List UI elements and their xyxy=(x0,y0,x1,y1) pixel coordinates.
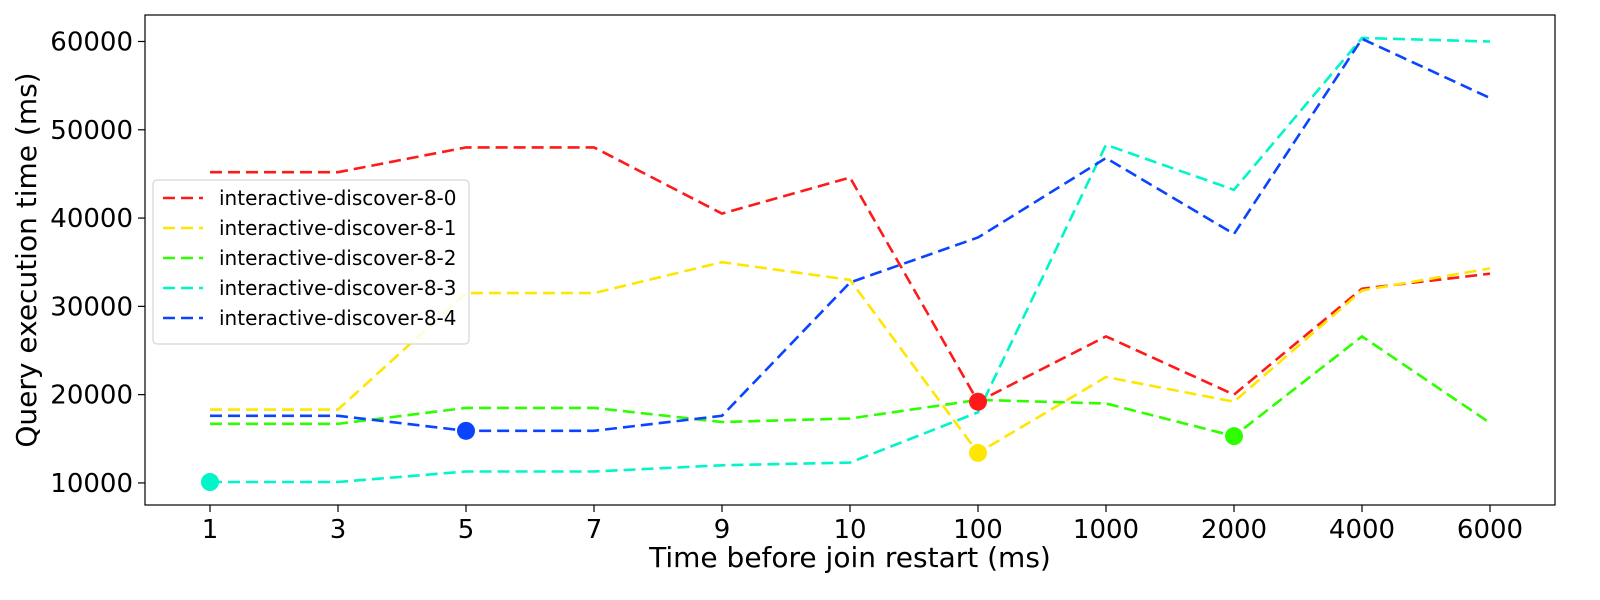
x-tick-label: 2000 xyxy=(1201,515,1267,545)
x-tick-label: 9 xyxy=(714,515,731,545)
y-tick-label: 20000 xyxy=(50,381,133,411)
legend-label-4: interactive-discover-8-4 xyxy=(219,306,456,330)
y-tick-label: 40000 xyxy=(50,204,133,234)
y-tick-label: 50000 xyxy=(50,116,133,146)
legend-label-2: interactive-discover-8-2 xyxy=(219,246,456,270)
x-tick-label: 1 xyxy=(202,515,219,545)
legend-label-3: interactive-discover-8-3 xyxy=(219,276,456,300)
x-tick-label: 3 xyxy=(330,515,347,545)
x-axis-label: Time before join restart (ms) xyxy=(648,541,1051,574)
x-tick-label: 7 xyxy=(586,515,603,545)
series-marker-1 xyxy=(969,443,987,462)
x-tick-label: 5 xyxy=(458,515,475,545)
x-tick-label: 100 xyxy=(953,515,1003,545)
legend: interactive-discover-8-0 interactive-disc… xyxy=(152,179,470,345)
series-marker-2 xyxy=(1225,427,1243,446)
legend-label-0: interactive-discover-8-0 xyxy=(219,186,456,210)
series-line-3 xyxy=(210,36,1491,484)
y-tick-label: 10000 xyxy=(50,469,133,499)
series-marker-0 xyxy=(969,392,987,411)
series-line-0 xyxy=(210,146,1491,404)
x-tick-label: 4000 xyxy=(1329,515,1395,545)
series-marker-3 xyxy=(201,473,219,492)
x-tick-label: 6000 xyxy=(1457,515,1523,545)
x-axis: 1 3 5 7 9 10 100 1000 2000 4000 6000 xyxy=(202,505,1523,545)
legend-box xyxy=(152,179,470,345)
y-axis-label: Query execution time (ms) xyxy=(10,72,43,447)
x-tick-label: 10 xyxy=(833,515,866,545)
y-axis: 10000 20000 30000 40000 50000 60000 xyxy=(50,27,145,499)
series-line-4 xyxy=(210,37,1491,433)
x-tick-label: 1000 xyxy=(1073,515,1139,545)
y-tick-label: 60000 xyxy=(50,27,133,57)
y-tick-label: 30000 xyxy=(50,292,133,322)
series-line-2 xyxy=(210,334,1491,438)
series-marker-4 xyxy=(457,421,475,440)
legend-label-1: interactive-discover-8-1 xyxy=(219,216,456,240)
